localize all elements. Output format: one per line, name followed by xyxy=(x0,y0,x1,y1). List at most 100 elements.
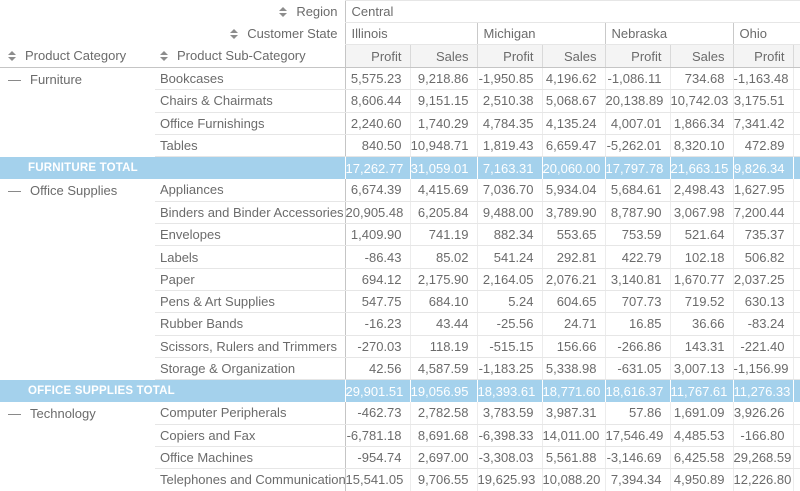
table-row: Paper 694.12 2,175.90 2,164.05 2,076.21 3,140… xyxy=(0,268,800,291)
value-cell: -270.03 xyxy=(344,335,411,358)
value-cell: 2,164.05 xyxy=(476,268,543,291)
total-label-cell: FURNITURE TOTAL xyxy=(0,156,346,179)
collapse-minus-icon[interactable]: — xyxy=(8,182,21,198)
value-cell: -221.40 xyxy=(732,335,794,358)
product-category-header: Product Category xyxy=(0,44,155,68)
value-cell: 3,175.51 xyxy=(732,89,794,113)
total-row: FURNITURE TOTAL 17,262.77 31,059.01 7,163.3… xyxy=(0,156,800,179)
region-row: Region Central xyxy=(0,0,800,23)
customer-state-sort-control[interactable]: Customer State xyxy=(0,26,345,41)
sort-updown-icon[interactable] xyxy=(279,6,288,17)
value-cell: 24.71 xyxy=(541,312,606,336)
value-cell: 1,691.09 xyxy=(669,401,734,425)
value-cell: 14,011.00 xyxy=(541,424,606,448)
value-cell: 9,151.15 xyxy=(409,89,478,113)
table-row: Labels -86.43 85.02 541.24 292.81 422.79 102.1… xyxy=(0,245,800,269)
value-cell: 9,488.00 xyxy=(476,201,543,225)
value-cell: 5,561.88 xyxy=(541,446,606,470)
value-cell-cutoff xyxy=(792,335,800,358)
total-value-cell-cutoff xyxy=(792,379,800,402)
subcategory-cell: Pens & Art Supplies xyxy=(155,290,346,314)
subcategory-cell: Envelopes xyxy=(155,223,346,247)
value-cell: 6,674.39 xyxy=(344,178,411,202)
value-cell: 118.19 xyxy=(409,335,478,358)
table-row: Office Machines -954.74 2,697.00 -3,308.03 5… xyxy=(0,446,800,470)
subcategory-cell: Office Machines xyxy=(155,446,346,470)
value-cell: 3,987.31 xyxy=(541,401,606,425)
subcategory-cell: Scissors, Rulers and Trimmers xyxy=(155,335,346,358)
value-cell: 521.64 xyxy=(669,223,734,247)
value-cell: 547.75 xyxy=(344,290,411,314)
value-cell-cutoff xyxy=(792,112,800,135)
value-cell: 630.13 xyxy=(732,290,794,314)
collapse-minus-icon[interactable]: — xyxy=(8,405,21,421)
sort-updown-icon[interactable] xyxy=(160,50,168,61)
category-label: Furniture xyxy=(30,71,83,87)
region-label-cell: Region xyxy=(0,1,345,23)
measure-header-sales: Sales xyxy=(409,44,478,68)
value-cell: 2,076.21 xyxy=(541,268,606,291)
value-cell: -266.86 xyxy=(604,335,671,358)
value-cell: 7,394.34 xyxy=(604,468,671,491)
category-label: Office Supplies xyxy=(30,182,118,198)
region-sort-control[interactable]: Region xyxy=(0,4,345,19)
value-cell: 7,036.70 xyxy=(476,178,543,202)
value-cell: 2,697.00 xyxy=(409,446,478,470)
value-cell: 6,205.84 xyxy=(409,201,478,225)
value-cell: 43.44 xyxy=(409,312,478,336)
total-value-cell: 21,663.15 xyxy=(669,156,734,179)
total-value-cell: 18,771.60 xyxy=(541,379,606,402)
total-label-cell: OFFICE SUPPLIES TOTAL xyxy=(0,379,346,402)
total-value-cell-cutoff xyxy=(792,156,800,179)
sort-updown-icon[interactable] xyxy=(230,28,239,39)
product-subcategory-sort-control[interactable]: Product Sub-Category xyxy=(155,48,345,63)
total-value-cell: 17,797.78 xyxy=(604,156,671,179)
value-cell: -86.43 xyxy=(344,245,411,269)
table-row: — Furniture Bookcases 5,575.23 9,218.86 -1,95… xyxy=(0,67,800,91)
value-cell: 7,200.44 xyxy=(732,201,794,225)
value-cell: 753.59 xyxy=(604,223,671,247)
total-row: OFFICE SUPPLIES TOTAL 29,901.51 19,056.95 1… xyxy=(0,379,800,402)
collapse-minus-icon[interactable]: — xyxy=(8,71,21,87)
table-row: Pens & Art Supplies 547.75 684.10 5.24 604.6… xyxy=(0,290,800,314)
customer-state-label-cell: Customer State xyxy=(0,23,345,45)
value-cell: 143.31 xyxy=(669,335,734,358)
total-value-cell: 11,276.33 xyxy=(732,379,794,402)
value-cell: 1,409.90 xyxy=(344,223,411,247)
value-cell: -631.05 xyxy=(604,357,671,381)
category-label: Technology xyxy=(30,405,96,421)
state-header-ohio: Ohio xyxy=(732,22,800,45)
table-row: Chairs & Chairmats 8,606.44 9,151.15 2,510.… xyxy=(0,89,800,113)
value-cell: 707.73 xyxy=(604,290,671,314)
value-cell: 2,782.58 xyxy=(409,401,478,425)
value-cell: 5,575.23 xyxy=(344,67,411,91)
measure-header-sales: Sales xyxy=(669,44,734,68)
value-cell: 4,485.53 xyxy=(669,424,734,448)
subcategory-cell: Labels xyxy=(155,245,346,269)
value-cell-cutoff xyxy=(792,178,800,202)
product-category-sort-control[interactable]: Product Category xyxy=(0,48,155,63)
measure-header-profit: Profit xyxy=(732,44,794,68)
table-row: — Office Supplies Appliances 6,674.39 4,415.… xyxy=(0,178,800,202)
total-value-cell: 18,393.61 xyxy=(476,379,543,402)
value-cell: 1,819.43 xyxy=(476,134,543,158)
value-cell: -3,308.03 xyxy=(476,446,543,470)
value-cell: -6,781.18 xyxy=(344,424,411,448)
sort-updown-icon[interactable] xyxy=(8,50,16,61)
value-cell: 20,905.48 xyxy=(344,201,411,225)
value-cell: 4,587.59 xyxy=(409,357,478,381)
value-cell: 4,415.69 xyxy=(409,178,478,202)
value-cell: -25.56 xyxy=(476,312,543,336)
value-cell: -1,156.99 xyxy=(732,357,794,381)
table-row: Binders and Binder Accessories 20,905.48 6… xyxy=(0,201,800,225)
subcategory-cell: Appliances xyxy=(155,178,346,202)
value-cell: 882.34 xyxy=(476,223,543,247)
value-cell: 12,226.80 xyxy=(732,468,794,491)
subcategory-cell: Computer Peripherals xyxy=(155,401,346,425)
subcategory-cell: Bookcases xyxy=(155,67,346,91)
value-cell: 719.52 xyxy=(669,290,734,314)
total-value-cell: 11,767.61 xyxy=(669,379,734,402)
value-cell: 506.82 xyxy=(732,245,794,269)
